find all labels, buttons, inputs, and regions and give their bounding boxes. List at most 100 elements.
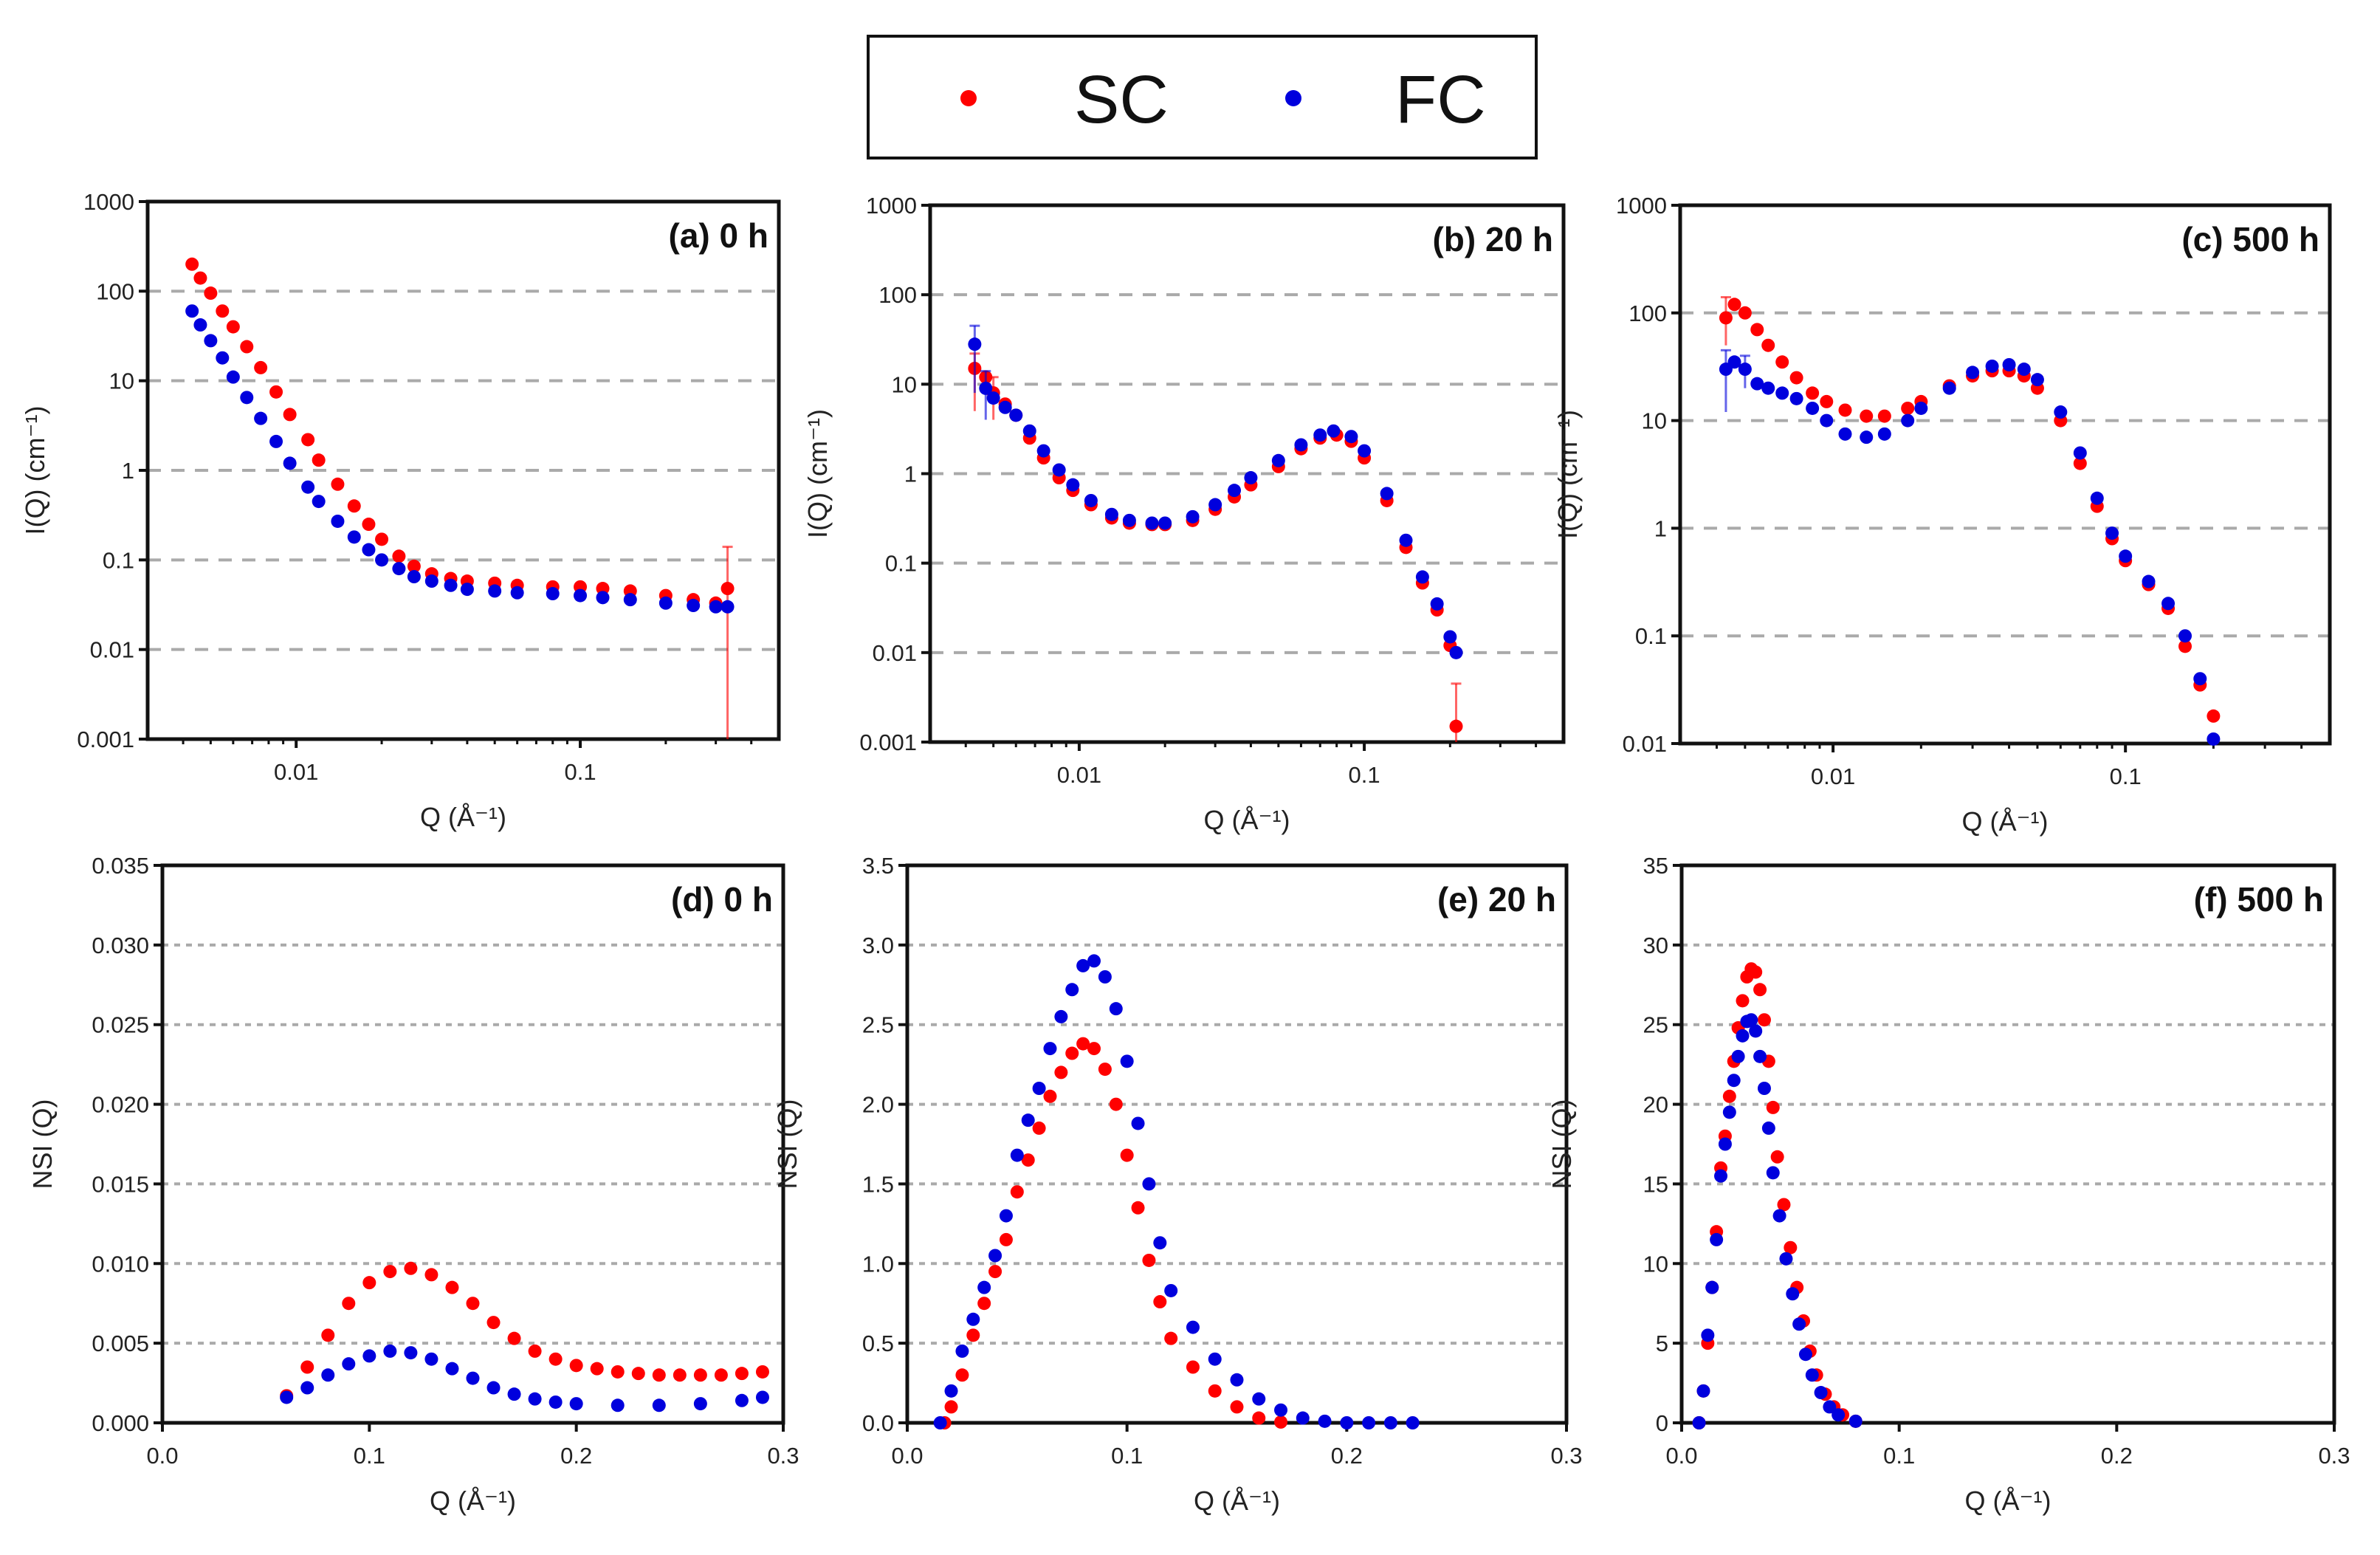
data-point-sc (1775, 355, 1789, 369)
data-point-fc (460, 583, 474, 597)
data-point-fc (528, 1392, 542, 1406)
data-point-fc (1065, 983, 1079, 997)
data-point-fc (1153, 1236, 1167, 1250)
data-point-sc (1153, 1295, 1167, 1309)
data-point-sc (445, 1280, 459, 1294)
data-point-sc (301, 433, 315, 447)
data-point-fc (1186, 1320, 1200, 1334)
data-point-sc (507, 1331, 521, 1345)
data-point-fc (1036, 444, 1050, 458)
data-point-sc (216, 304, 230, 318)
panel-c: 0.01 0.1 1 10 100 1000 0.01 0.1 (c) 500 h Q (Å⁻¹)… (1552, 193, 2332, 837)
y-tick-label: 3.5 (862, 853, 894, 879)
data-point-fc (1340, 1416, 1354, 1429)
y-tick-label: 1000 (1616, 193, 1667, 219)
series-fc (280, 1344, 769, 1412)
data-point-fc (1430, 597, 1444, 611)
y-tick-label: 35 (1643, 853, 1668, 879)
data-point-fc (2142, 574, 2156, 588)
data-point-fc (596, 591, 610, 605)
y-tick-label: 0.0 (862, 1410, 894, 1436)
data-point-fc (2119, 549, 2133, 563)
data-point-sc (1164, 1331, 1178, 1345)
data-point-fc (1104, 507, 1118, 521)
data-point-fc (1271, 453, 1285, 467)
data-point-sc (1753, 983, 1767, 997)
panel-b: 0.001 0.01 0.1 1 10 100 1000 0.01 0.1 (b) 20 h Q (… (802, 193, 1566, 835)
data-point-fc (1164, 1283, 1178, 1297)
series-sc (280, 1261, 769, 1403)
data-point-fc (623, 593, 637, 607)
data-point-sc (714, 1368, 728, 1382)
data-point-fc (658, 596, 673, 610)
legend-label-fc: FC (1395, 62, 1486, 137)
data-point-fc (321, 1368, 335, 1382)
data-point-fc (383, 1344, 397, 1358)
data-point-sc (1230, 1400, 1244, 1414)
data-point-fc (510, 586, 524, 600)
x-tick-label: 0.0 (1665, 1443, 1697, 1469)
data-point-fc (687, 599, 701, 613)
series-sc (938, 1037, 1288, 1429)
data-point-fc (1294, 438, 1308, 452)
data-point-fc (1327, 424, 1341, 438)
data-point-fc (1744, 1013, 1758, 1027)
data-point-fc (1966, 365, 1980, 380)
y-tick-label: 0.005 (92, 1331, 149, 1356)
x-tick-label: 0.2 (2101, 1443, 2133, 1469)
data-point-sc (999, 1232, 1013, 1246)
y-tick-label: 1000 (866, 193, 917, 219)
y-tick-label: 0.001 (77, 727, 134, 752)
data-point-sc (2073, 456, 2087, 470)
legend: SC FC (867, 35, 1538, 159)
data-point-fc (1775, 386, 1789, 400)
data-point-sc (1757, 1013, 1771, 1027)
data-point-fc (569, 1397, 583, 1411)
data-point-sc (1032, 1121, 1046, 1135)
data-point-fc (312, 495, 326, 509)
data-point-sc (652, 1368, 666, 1382)
data-point-fc (1052, 463, 1066, 477)
data-point-fc (1145, 516, 1159, 530)
data-point-fc (1131, 1116, 1145, 1130)
data-point-fc (392, 562, 406, 576)
data-point-sc (383, 1265, 397, 1279)
series-sc (185, 257, 735, 739)
data-point-sc (1021, 1153, 1035, 1167)
data-point-fc (2105, 526, 2119, 540)
data-point-sc (2207, 709, 2221, 723)
data-point-sc (1749, 965, 1763, 979)
data-point-fc (1696, 1384, 1710, 1398)
data-point-fc (204, 334, 218, 348)
data-point-sc (1186, 1360, 1200, 1374)
data-point-sc (1109, 1097, 1123, 1111)
y-tick-label: 0.01 (90, 637, 134, 663)
data-point-sc (226, 320, 240, 334)
data-point-sc (1274, 1415, 1288, 1429)
data-point-sc (1087, 1042, 1101, 1056)
y-axis-label: NSI (Q) (27, 1099, 58, 1190)
data-point-sc (1806, 386, 1820, 400)
data-point-fc (1749, 1024, 1763, 1038)
data-point-fc (254, 411, 268, 425)
data-point-fc (2002, 358, 2016, 372)
data-point-fc (999, 1209, 1013, 1223)
data-point-fc (1443, 630, 1457, 644)
y-tick-label: 0.035 (92, 853, 149, 879)
y-tick-label: 20 (1643, 1092, 1668, 1118)
data-point-sc (1770, 1150, 1784, 1164)
y-axis-label: NSI (Q) (1547, 1099, 1577, 1190)
data-point-fc (1087, 954, 1101, 968)
data-point-fc (185, 304, 199, 318)
data-point-fc (1252, 1392, 1266, 1406)
data-point-fc (968, 337, 982, 351)
data-point-fc (1731, 1049, 1745, 1063)
y-tick-label: 0.1 (103, 547, 134, 573)
y-tick-label: 0.025 (92, 1012, 149, 1038)
y-tick-label: 0.1 (1635, 623, 1667, 649)
data-point-sc (1719, 311, 1733, 325)
y-tick-label: 2.5 (862, 1012, 894, 1038)
data-point-fc (216, 351, 230, 365)
data-point-fc (720, 600, 735, 614)
data-point-fc (1296, 1411, 1310, 1425)
